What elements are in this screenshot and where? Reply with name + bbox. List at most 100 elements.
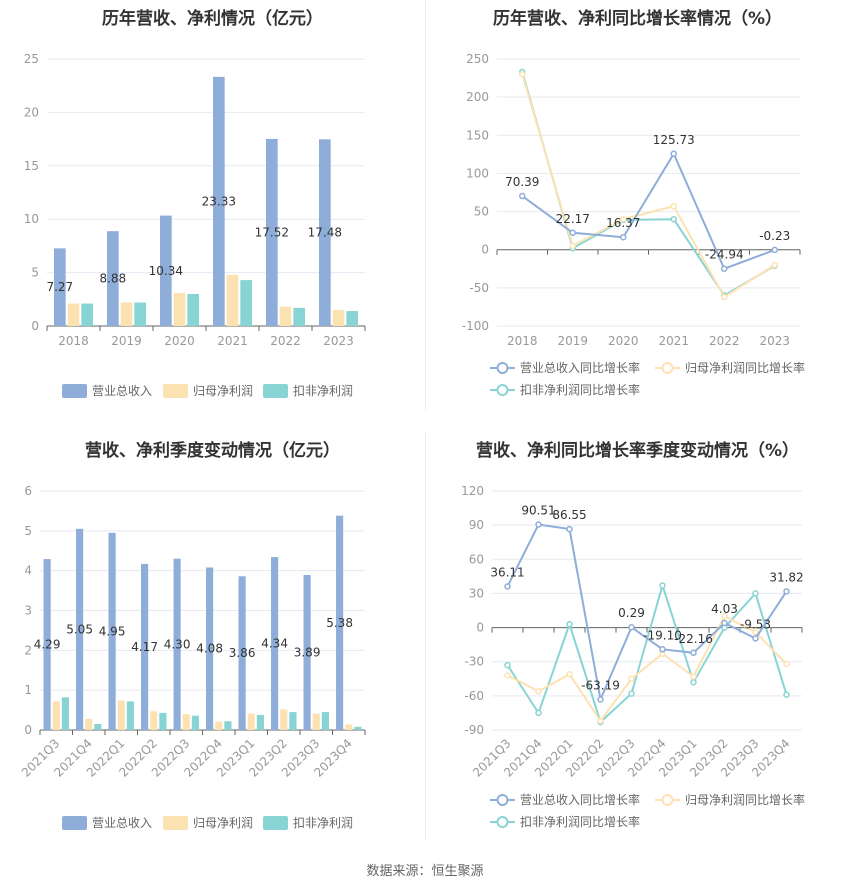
series-line (521, 73, 776, 299)
y-tick-label: 5 (31, 266, 39, 280)
data-label: -0.23 (759, 229, 790, 243)
legend-label: 归母净利润同比增长率 (685, 360, 805, 375)
data-point (783, 660, 790, 668)
data-point (566, 620, 573, 628)
data-label: 22.17 (556, 212, 590, 226)
series-line (506, 523, 788, 703)
data-label: 4.30 (164, 637, 191, 651)
data-point (690, 678, 697, 686)
data-label: 90.51 (521, 504, 555, 518)
bar (303, 575, 311, 730)
data-point (628, 675, 635, 683)
data-label: 10.34 (149, 264, 183, 278)
bar (85, 718, 93, 730)
data-label: 3.86 (229, 646, 256, 660)
bar (159, 712, 167, 730)
data-point (504, 583, 511, 590)
x-tick-label: 2021 (658, 334, 689, 348)
data-point (659, 582, 666, 589)
data-label: 7.27 (46, 280, 73, 294)
annual-growth-rate-chart: 历年营收、净利同比增长率情况（%） -100 -50 0 50 100 150 200 250… (425, 0, 850, 420)
x-tick-label: 2019 (111, 334, 142, 348)
bar (76, 528, 84, 730)
data-label: 17.52 (255, 225, 289, 239)
bar (173, 292, 186, 326)
y-tick-label: 2 (24, 643, 32, 657)
bar (280, 709, 288, 730)
bar (247, 713, 255, 730)
chart-title: 营收、净利季度变动情况（亿元） (85, 441, 340, 461)
data-point (569, 229, 576, 237)
x-tick-label: 2019 (557, 334, 588, 348)
data-point (519, 192, 526, 200)
bar (134, 302, 146, 326)
legend-label: 归母净利润 (193, 816, 253, 830)
bar (279, 306, 292, 326)
bar (293, 307, 305, 326)
data-label: 86.55 (552, 508, 586, 522)
bar (182, 714, 190, 730)
y-tick-label: 15 (24, 159, 39, 173)
legend-label: 营业总收入 (92, 384, 152, 398)
bar (346, 311, 358, 326)
legend-marker (661, 362, 674, 374)
data-point (504, 661, 511, 669)
legend-marker (496, 816, 509, 828)
bar (266, 138, 278, 326)
chart-title: 营收、净利同比增长率季度变动情况（%） (475, 441, 800, 461)
y-tick-label: 50 (474, 205, 489, 219)
legend-label: 营业总收入 (92, 816, 152, 830)
bar (120, 302, 133, 326)
y-tick-label: 1 (24, 683, 32, 697)
series-line (521, 71, 776, 297)
data-label: 4.34 (261, 637, 288, 651)
data-point (628, 690, 635, 697)
data-point (535, 688, 542, 695)
series-line (507, 614, 788, 723)
x-tick-label: 2018 (58, 334, 89, 348)
bar (117, 700, 125, 730)
data-point (519, 71, 526, 78)
data-label: 23.33 (202, 194, 236, 208)
chart-title: 历年营收、净利同比增长率情况（%） (492, 9, 783, 29)
data-label: 36.11 (490, 565, 524, 579)
chart-title: 历年营收、净利情况（亿元） (102, 9, 323, 29)
quarterly-growth-rate-chart: 营收、净利同比增长率季度变动情况（%） -90 -60 -30 0 30 60 90 120 2… (425, 432, 850, 852)
bar (336, 515, 344, 730)
bar (271, 557, 279, 730)
data-label: 4.17 (131, 640, 158, 654)
data-point (535, 521, 542, 528)
bar (81, 303, 93, 326)
bar (319, 139, 331, 326)
legend-label: 归母净利润同比增长率 (685, 792, 805, 807)
bar (191, 715, 199, 730)
bar (354, 726, 362, 730)
legend-label: 营业总收入同比增长率 (520, 360, 640, 375)
x-tick-label: 2020 (608, 334, 639, 348)
y-tick-label: -90 (464, 723, 484, 737)
bar (141, 563, 149, 730)
y-tick-label: 0 (31, 319, 39, 333)
data-point (752, 628, 759, 636)
y-tick-label: 0 (481, 243, 489, 257)
y-tick-label: 20 (24, 105, 39, 119)
y-tick-label: 250 (466, 52, 489, 66)
bar (289, 712, 297, 730)
series-line (521, 151, 776, 271)
y-tick-label: -50 (469, 281, 489, 295)
chart-svg: -100 -50 0 50 100 150 200 250 2018 2019 2020 2021 20… (462, 52, 805, 397)
legend-label: 扣非净利润 (293, 816, 353, 830)
y-tick-label: 3 (24, 604, 32, 618)
bar (312, 713, 320, 730)
bar (52, 701, 60, 730)
y-tick-label: 90 (469, 518, 484, 532)
y-tick-label: -30 (464, 655, 484, 669)
data-label: 4.08 (196, 642, 223, 656)
bar (213, 76, 225, 326)
data-point (597, 717, 604, 725)
legend-label: 扣非净利润同比增长率 (520, 814, 640, 829)
legend-swatch (263, 816, 288, 830)
data-point (659, 646, 666, 653)
data-point (670, 202, 677, 210)
y-tick-label: 0 (476, 621, 484, 635)
